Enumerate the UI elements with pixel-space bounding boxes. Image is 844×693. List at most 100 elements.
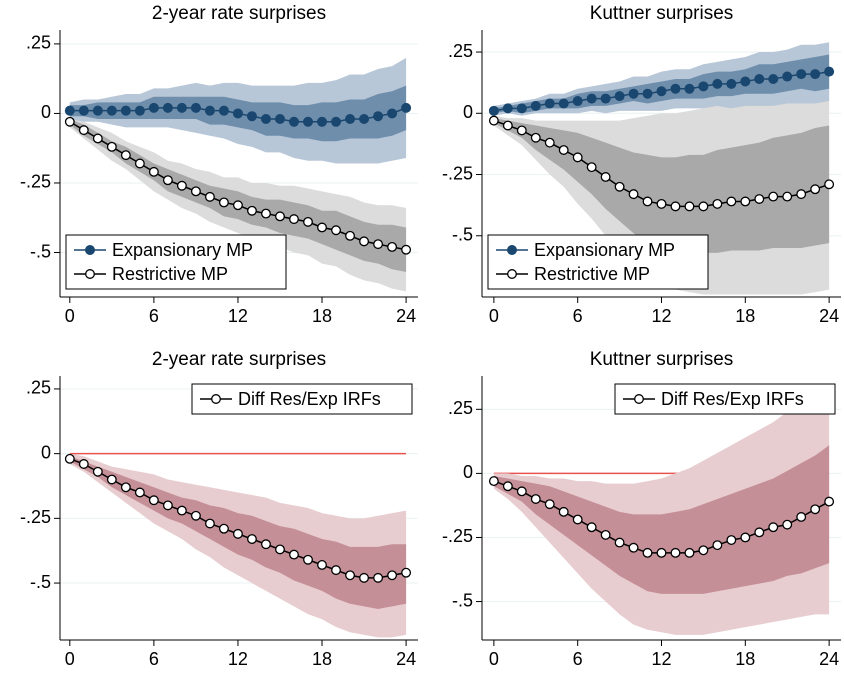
data-point [317,559,327,570]
data-point [261,208,271,219]
data-point [92,133,103,144]
data-point [670,201,681,212]
legend-label: Diff Res/Exp IRFs [661,389,804,409]
data-point [401,102,412,113]
x-tick-label: 24 [396,306,416,326]
data-point [754,527,765,538]
data-point [275,544,285,555]
data-point [544,499,555,510]
x-tick-label: 24 [396,649,416,669]
data-point [614,181,625,192]
data-point [502,481,513,492]
data-point [359,236,370,247]
legend-marker [634,394,644,404]
plot-area [488,42,835,295]
data-point [92,105,103,116]
x-tick-label: 12 [651,306,671,326]
y-tick-label: -.5 [30,572,51,592]
data-point [600,93,611,104]
data-point [289,549,299,560]
data-point [303,554,313,565]
data-point [275,211,285,222]
panel-title: 2-year rate surprises [152,3,326,24]
data-point [261,539,271,550]
data-point [516,103,527,114]
x-tick-label: 6 [573,649,583,669]
y-tick-label: .25 [26,33,51,53]
panel-title: 2-year rate surprises [152,349,326,370]
data-point [176,102,187,113]
data-point [684,547,695,558]
data-point [698,545,709,556]
data-point [303,216,313,227]
data-point [768,73,779,84]
panel: Kuttner surprises .25 0 -.25 -.5 0 6 12 18 24 Diff… [442,349,841,669]
x-tick-label: 12 [228,649,248,669]
y-tick-label: -.25 [20,507,51,527]
data-point [726,78,737,89]
data-point [247,534,257,545]
y-tick-label: 0 [41,102,51,122]
data-point [516,486,527,497]
data-point [78,105,89,116]
data-point [359,572,370,583]
data-point [232,528,243,539]
data-point [373,239,384,250]
legend-marker [507,245,517,255]
x-tick-label: 12 [228,306,248,326]
x-tick-label: 18 [312,649,332,669]
data-point [572,152,583,163]
y-tick-label: 0 [41,442,51,462]
data-point [796,189,807,200]
confidence-band [493,445,830,594]
panel-title: Kuttner surprises [590,3,734,24]
x-tick-label: 0 [489,649,499,669]
data-point [614,537,625,548]
data-point [176,180,187,191]
data-point [359,114,370,124]
panel: 2-year rate surprises .25 0 -.25 -.5 0 6 12 18 24… [20,3,418,326]
data-point [120,482,131,493]
legend-marker [85,245,95,255]
x-tick-label: 24 [819,306,839,326]
data-point [303,116,314,127]
data-point [684,201,695,212]
data-point [726,535,737,545]
data-point [810,504,821,515]
data-point [134,487,145,498]
x-tick-label: 0 [489,306,499,326]
data-point [373,111,384,122]
data-point [670,547,681,558]
panel: 2-year rate surprises .25 0 -.25 -.5 0 6 12 18 24… [20,349,418,669]
data-point [190,510,201,521]
legend-label: Diff Res/Exp IRFs [238,389,381,409]
data-point [289,214,299,225]
data-point [712,540,723,551]
data-point [331,116,342,127]
data-point [78,125,89,136]
y-tick-label: -.25 [442,163,473,183]
x-tick-label: 18 [735,306,755,326]
data-point [162,102,173,113]
data-point [502,120,513,131]
data-point [600,172,611,182]
data-point [246,111,257,122]
data-point [824,179,835,190]
data-point [726,196,737,207]
plot-area [488,388,835,635]
data-point [190,186,201,197]
data-point [628,542,639,553]
data-point [782,519,793,530]
data-point [64,453,75,464]
y-tick-label: -.5 [452,590,473,610]
legend-label: Expansionary MP [534,240,675,260]
plot-area [64,57,412,292]
legend: Expansionary MP Restrictive MP [65,234,287,290]
data-point [544,98,555,109]
data-point [317,222,327,233]
data-point [768,191,779,202]
data-point [387,570,398,581]
data-point [810,69,821,80]
legend-marker [85,269,95,279]
